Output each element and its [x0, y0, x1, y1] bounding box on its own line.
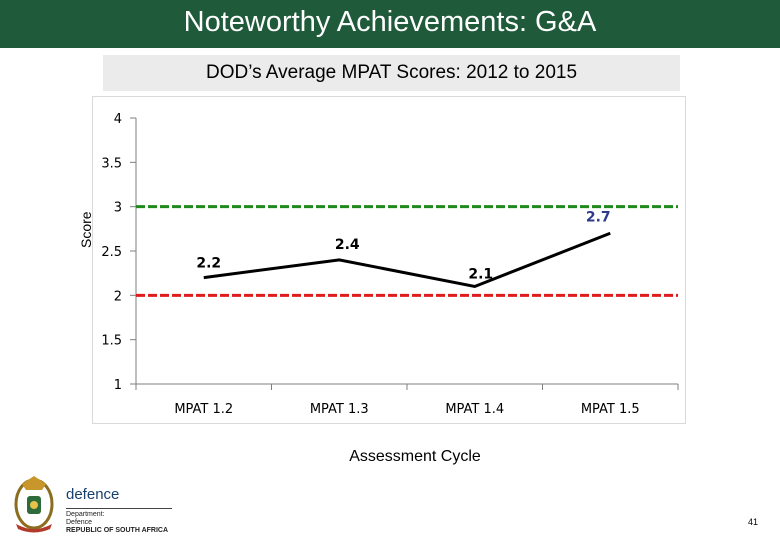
y-tick-label: 2	[114, 289, 122, 304]
y-tick-label: 2.5	[101, 245, 122, 260]
y-tick-label: 3	[114, 201, 122, 216]
data-label: 2.2	[196, 256, 221, 272]
chart-frame	[92, 96, 686, 424]
data-label: 2.4	[335, 237, 360, 253]
chart-title: DOD’s Average MPAT Scores: 2012 to 2015	[205, 62, 578, 83]
brand-department-label: Department:	[66, 511, 105, 518]
data-label: 2.1	[468, 266, 493, 282]
brand-name: defence	[66, 486, 120, 503]
chart-axes: 4 3.5 3 2.5 2 1.5 1 MPAT 1.2 MPAT 1.3 MPAT 1.4 MPA…	[101, 112, 679, 417]
x-tick-label: MPAT 1.4	[445, 402, 504, 417]
y-tick-label: 3.5	[101, 156, 122, 171]
y-tick-label: 1	[114, 378, 122, 393]
chart-title-box: DOD’s Average MPAT Scores: 2012 to 2015	[103, 55, 680, 91]
x-tick-label: MPAT 1.2	[174, 402, 233, 417]
header-bar	[0, 0, 780, 48]
coat-of-arms-logo	[14, 476, 54, 533]
data-label: 2.7	[586, 209, 611, 225]
x-tick-label: MPAT 1.3	[310, 402, 369, 417]
slide-title: Noteworthy Achievements: G&A	[183, 6, 597, 38]
page-number: 41	[748, 517, 759, 527]
y-tick-label: 4	[114, 112, 122, 127]
brand-department-name: Defence	[66, 519, 93, 526]
label-group: 2.2 2.4 2.1 2.7	[196, 209, 610, 282]
series-line	[203, 231, 611, 289]
brand-country: REPUBLIC OF SOUTH AFRICA	[66, 527, 169, 534]
series-group	[203, 231, 611, 289]
brand-divider	[66, 508, 172, 509]
x-axis-title: Assessment Cycle	[349, 448, 481, 465]
y-axis-title: Score	[78, 211, 94, 248]
threshold-lines	[136, 205, 678, 297]
x-tick-label: MPAT 1.5	[581, 402, 640, 417]
y-tick-label: 1.5	[101, 334, 122, 349]
